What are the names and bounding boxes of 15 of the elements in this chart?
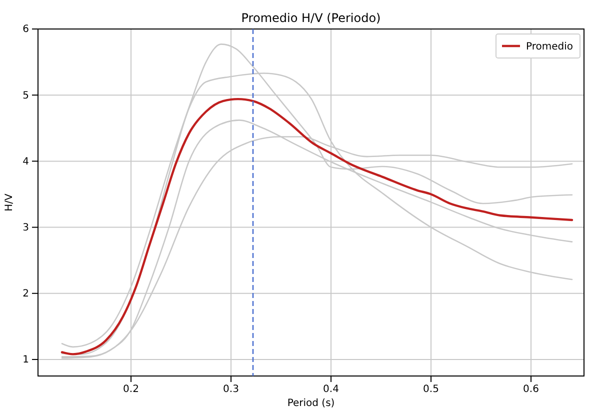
y-tick-label: 1 <box>22 354 29 366</box>
y-tick-label: 6 <box>22 24 29 36</box>
x-tick-label: 0.3 <box>223 384 239 396</box>
y-tick-label: 3 <box>22 222 29 234</box>
x-tick-label: 0.5 <box>423 384 439 396</box>
chart-title: Promedio H/V (Periodo) <box>241 11 381 25</box>
x-tick-label: 0.6 <box>523 384 539 396</box>
y-tick-label: 4 <box>22 156 29 168</box>
y-tick-label: 5 <box>22 90 29 102</box>
x-tick-label: 0.4 <box>323 384 339 396</box>
x-tick-label: 0.2 <box>123 384 139 396</box>
x-axis-title: Period (s) <box>287 398 335 409</box>
y-tick-label: 2 <box>22 288 29 300</box>
y-axis-title: H/V <box>4 193 15 212</box>
legend-label: Promedio <box>526 42 574 52</box>
